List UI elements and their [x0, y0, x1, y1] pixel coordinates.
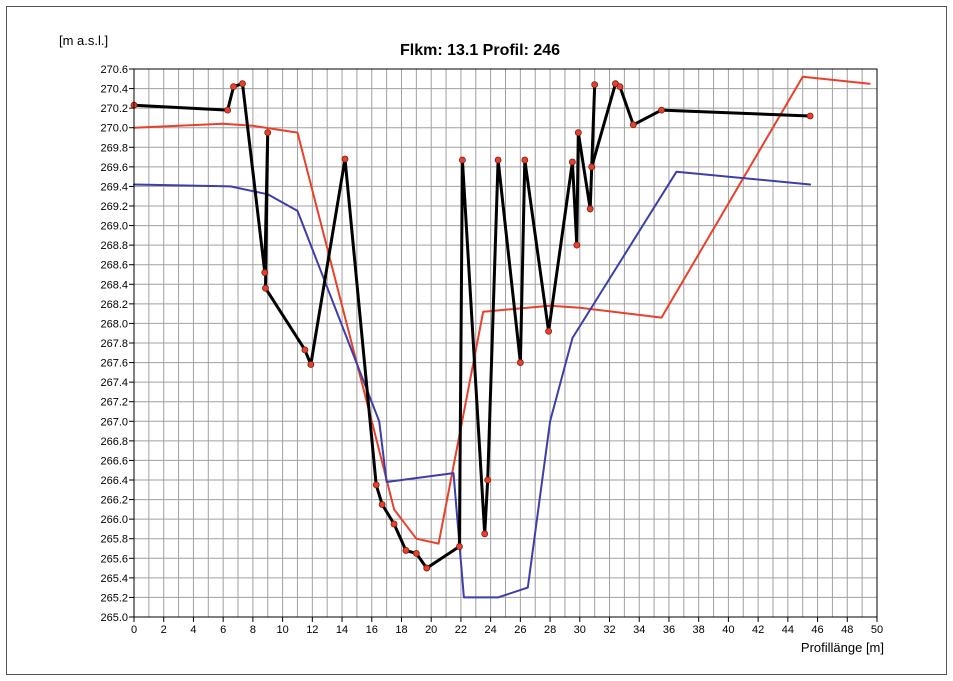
- y-tick-label: 269.2: [100, 201, 128, 213]
- data-point-marker: [378, 501, 386, 508]
- data-point-marker: [262, 284, 269, 292]
- y-tick-label: 270.4: [100, 84, 128, 96]
- x-tick-label: 0: [131, 624, 137, 636]
- y-tick-label: 266.4: [100, 475, 128, 487]
- data-point-marker: [658, 106, 665, 114]
- data-point-marker: [230, 83, 237, 91]
- data-point-marker: [586, 205, 594, 213]
- data-point-marker: [423, 564, 431, 572]
- data-point-marker: [574, 129, 582, 137]
- y-tick-label: 265.4: [100, 573, 128, 585]
- x-axis-label: Profillänge [m]: [801, 640, 884, 655]
- data-point-marker: [494, 156, 502, 164]
- x-tick-label: 12: [306, 624, 318, 636]
- data-point-marker: [573, 241, 581, 249]
- x-tick-label: 10: [276, 624, 288, 636]
- y-axis-label: [m a.s.l.]: [59, 33, 108, 48]
- data-point-marker: [390, 520, 398, 528]
- data-point-marker: [521, 156, 529, 164]
- y-tick-label: 269.8: [100, 142, 128, 154]
- x-tick-label: 20: [425, 624, 437, 636]
- data-point-marker: [224, 106, 232, 114]
- data-point-marker: [484, 476, 492, 484]
- x-tick-label: 18: [395, 624, 407, 636]
- x-tick-label: 30: [574, 624, 586, 636]
- data-point-marker: [481, 530, 489, 538]
- x-tick-label: 48: [841, 624, 853, 636]
- x-tick-label: 24: [485, 624, 497, 636]
- x-tick-label: 38: [693, 624, 705, 636]
- y-tick-label: 269.0: [100, 221, 128, 233]
- data-point-marker: [307, 361, 315, 368]
- y-tick-label: 268.2: [100, 299, 128, 311]
- data-point-marker: [629, 121, 637, 129]
- y-tick-label: 267.0: [100, 416, 128, 428]
- y-tick-label: 266.6: [100, 455, 128, 467]
- data-point-marker: [806, 112, 814, 120]
- data-point-marker: [545, 327, 552, 335]
- y-tick-label: 267.6: [100, 358, 128, 370]
- data-point-marker: [239, 80, 246, 88]
- data-point-marker: [264, 129, 272, 137]
- series-layer: [130, 75, 871, 599]
- y-tick-label: 268.0: [100, 318, 128, 330]
- data-point-marker: [516, 359, 524, 366]
- x-tick-label: 32: [603, 624, 615, 636]
- data-point-marker: [301, 346, 309, 354]
- y-tick-label: 265.2: [100, 592, 128, 604]
- y-tick-label: 265.6: [100, 553, 128, 565]
- x-tick-label: 4: [190, 624, 196, 636]
- data-point-marker: [568, 158, 576, 166]
- chart-title: Flkm: 13.1 Profil: 246: [400, 42, 560, 59]
- x-tick-label: 28: [544, 624, 556, 636]
- y-tick-label: 270.0: [100, 123, 128, 135]
- x-tick-label: 50: [871, 624, 883, 636]
- series-red-line: [133, 75, 871, 545]
- data-point-marker: [412, 549, 420, 557]
- x-tick-label: 22: [455, 624, 467, 636]
- y-tick-label: 266.2: [100, 495, 128, 507]
- y-tick-label: 268.4: [100, 279, 128, 291]
- data-point-marker: [456, 543, 463, 550]
- y-tick-label: 265.8: [100, 534, 128, 546]
- data-point-marker: [372, 481, 380, 489]
- x-tick-label: 14: [336, 624, 348, 636]
- data-point-marker: [616, 83, 624, 91]
- chart-frame: Flkm: 13.1 Profil: 246 [m a.s.l.] Profil…: [6, 6, 947, 675]
- x-tick-label: 46: [811, 624, 823, 636]
- y-tick-label: 268.8: [100, 240, 128, 252]
- y-tick-label: 269.4: [100, 181, 128, 193]
- y-tick-label: 270.6: [100, 64, 128, 76]
- x-tick-label: 44: [782, 624, 794, 636]
- x-tick-label: 42: [752, 624, 764, 636]
- x-tick-label: 2: [161, 624, 167, 636]
- x-tick-label: 16: [366, 624, 378, 636]
- y-tick-label: 265.0: [100, 612, 128, 624]
- y-tick-label: 266.8: [100, 436, 128, 448]
- data-point-marker: [591, 81, 599, 89]
- y-tick-label: 267.2: [100, 397, 128, 409]
- y-tick-label: 266.0: [100, 514, 128, 526]
- data-point-marker: [261, 269, 269, 276]
- x-tick-label: 6: [220, 624, 226, 636]
- y-tick-label: 270.2: [100, 103, 128, 115]
- y-tick-label: 269.6: [100, 162, 128, 174]
- y-tick-label: 268.6: [100, 260, 128, 272]
- x-tick-label: 34: [633, 624, 645, 636]
- x-tick-label: 40: [722, 624, 734, 636]
- data-point-marker: [459, 156, 466, 164]
- y-tick-label: 267.8: [100, 338, 128, 350]
- data-point-marker: [402, 547, 410, 554]
- data-point-marker: [588, 163, 596, 171]
- x-tick-label: 36: [663, 624, 675, 636]
- chart-svg: Flkm: 13.1 Profil: 246 [m a.s.l.] Profil…: [59, 33, 884, 655]
- data-point-marker: [341, 155, 349, 163]
- y-tick-label: 267.4: [100, 377, 128, 389]
- ticks: 265.0 265.2 265.4 265.6 265.8 266.0 266.2 266.4…: [100, 64, 883, 636]
- x-tick-label: 26: [514, 624, 526, 636]
- x-tick-label: 8: [250, 624, 256, 636]
